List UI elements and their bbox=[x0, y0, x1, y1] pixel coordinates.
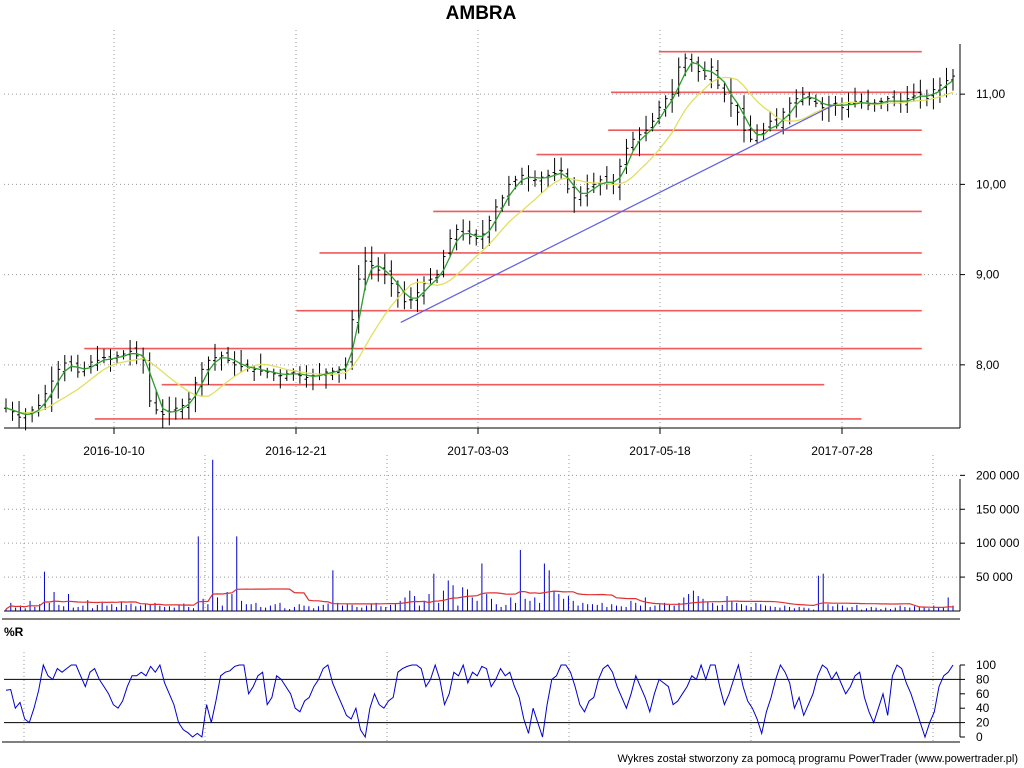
y-tick-label: 9,00 bbox=[976, 268, 1000, 282]
footer-credit: Wykres został stworzony za pomocą progra… bbox=[617, 753, 1018, 765]
volume-average-line bbox=[5, 588, 953, 610]
wr-y-tick-label: 80 bbox=[976, 672, 990, 686]
x-tick-label: 2017-05-18 bbox=[629, 444, 691, 458]
x-tick-label: 2017-03-03 bbox=[447, 444, 509, 458]
volume-bars bbox=[5, 459, 954, 611]
wr-y-tick-label: 40 bbox=[976, 701, 990, 715]
wr-y-tick-label: 100 bbox=[976, 658, 996, 672]
y-tick-label: 11,00 bbox=[976, 87, 1005, 101]
wr-y-tick-label: 20 bbox=[976, 716, 990, 730]
y-tick-label: 8,00 bbox=[976, 358, 1000, 372]
volume-panel: 50 000 100 000 150 000 200 000 bbox=[2, 455, 1020, 620]
chart-title: AMBRA bbox=[446, 3, 517, 24]
volume-y-tick-label: 50 000 bbox=[976, 570, 1013, 584]
volume-y-tick-label: 200 000 bbox=[976, 468, 1020, 482]
williams-r-label: %R bbox=[4, 625, 24, 639]
y-tick-label: 10,00 bbox=[976, 177, 1006, 191]
ohlc-bars bbox=[4, 53, 955, 431]
x-tick-label: 2017-07-28 bbox=[811, 444, 873, 458]
trend-line bbox=[400, 104, 835, 323]
x-tick-label: 2016-12-21 bbox=[265, 444, 327, 458]
sma-long-line bbox=[5, 76, 954, 414]
x-tick-label: 2016-10-10 bbox=[83, 444, 145, 458]
volume-y-tick-label: 100 000 bbox=[976, 536, 1020, 550]
volume-y-tick-label: 150 000 bbox=[976, 502, 1020, 516]
wr-y-tick-label: 60 bbox=[976, 687, 990, 701]
sma-short-line bbox=[5, 61, 954, 416]
williams-r-line bbox=[5, 663, 954, 739]
price-panel: 2016-10-10 2016-12-21 2017-03-03 2017-05-18… bbox=[4, 30, 1006, 458]
wr-y-tick-label: 0 bbox=[976, 730, 983, 744]
